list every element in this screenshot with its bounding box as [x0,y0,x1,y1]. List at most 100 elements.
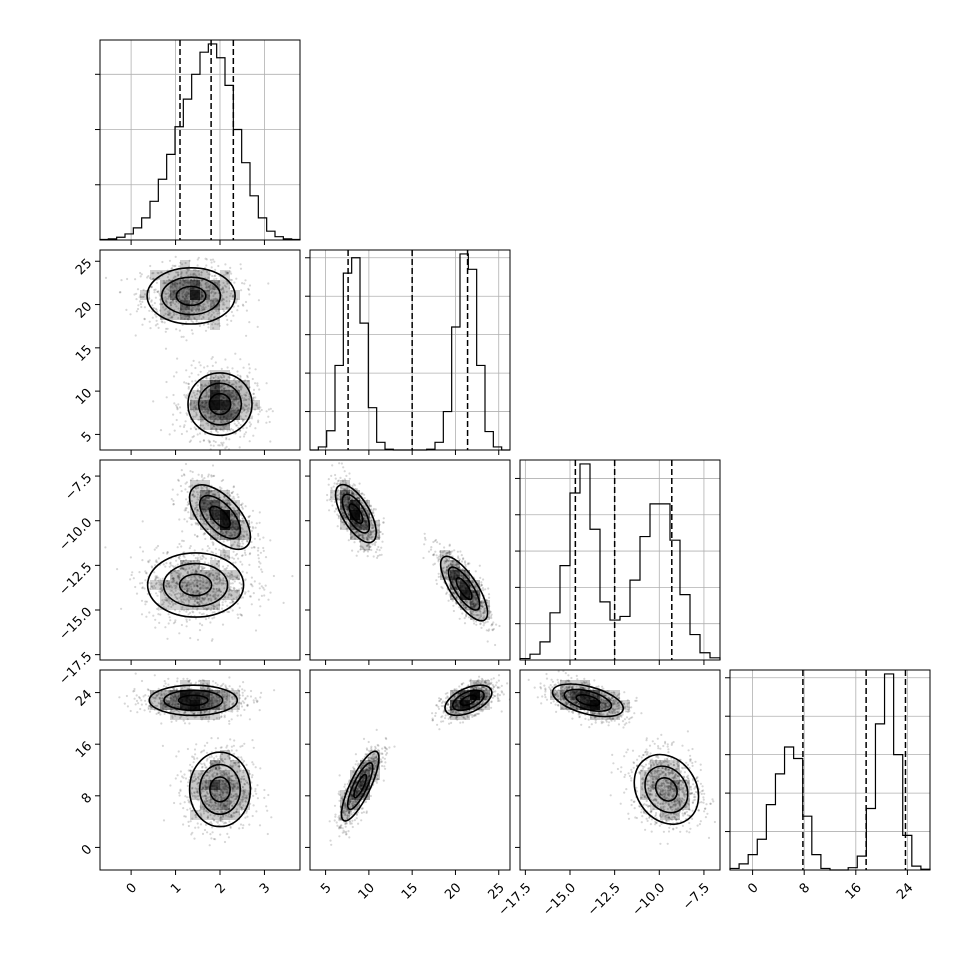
sample-point [195,413,198,416]
sample-point [223,549,226,552]
sample-point [173,402,176,405]
sample-point [163,290,166,293]
sample-point [335,483,338,486]
contour-line [208,392,232,416]
sample-point [215,587,218,591]
sample-point [211,522,214,525]
sample-point [200,599,203,602]
sample-point [265,421,268,424]
sample-point [148,559,151,562]
sample-point [328,498,331,501]
sample-point [215,298,218,301]
sample-point [196,601,199,605]
sample-point [223,375,226,378]
sample-point [176,592,179,595]
sample-point [232,597,235,601]
sample-point [168,287,171,290]
sample-point [193,400,196,403]
sample-point [194,408,197,411]
histogram-panel [95,39,301,245]
sample-point [222,582,225,585]
sample-point [483,617,486,620]
sample-point [342,511,345,515]
sample-point [206,281,209,284]
sample-point [197,566,200,569]
sample-point [378,549,381,552]
sample-point [178,596,181,599]
sample-point [165,599,168,602]
sample-point [170,498,173,501]
sample-point [248,321,251,324]
sample-point [243,397,246,400]
sample-point [206,300,209,303]
sample-point [230,491,233,494]
sample-point [195,506,198,509]
sample-point [244,394,247,397]
sample-point [170,586,174,589]
sample-point [199,390,202,393]
sample-point [351,490,354,494]
sample-point [241,420,244,423]
sample-point [187,576,190,579]
sample-point [152,277,155,280]
sample-point [216,298,219,301]
sample-point [206,365,209,368]
sample-point [344,479,347,482]
sample-point [222,310,226,313]
sample-point [201,567,204,570]
sample-point [445,560,448,563]
sample-point [156,323,159,326]
sample-point [175,586,178,589]
sample-point [463,617,466,620]
sample-point [247,410,250,413]
sample-point [222,598,225,601]
sample-point [486,640,489,643]
sample-point [365,544,368,548]
sample-point [221,530,224,533]
sample-point [190,585,193,588]
sample-point [377,536,380,540]
sample-point [200,317,203,321]
sample-point [345,474,348,477]
sample-point [374,543,377,547]
sample-point [157,290,160,293]
sample-point [368,548,371,551]
sample-point [250,546,253,549]
sample-point [356,497,359,500]
sample-point [196,264,199,267]
sample-point [237,545,240,548]
sample-point [221,287,224,290]
sample-point [340,521,344,524]
sample-point [222,388,226,391]
sample-point [256,404,259,407]
sample-point [350,497,354,500]
sample-point [207,489,211,492]
sample-point [219,531,222,534]
sample-point [203,427,206,430]
sample-point [359,548,362,551]
sample-point [244,578,247,581]
sample-point [199,587,202,590]
sample-point [224,358,227,361]
sample-point [205,491,208,494]
sample-point [186,317,189,321]
sample-point [167,582,170,585]
sample-point [228,376,231,379]
sample-point [206,549,209,552]
sample-point [148,587,151,591]
sample-point [181,561,184,565]
sample-point [236,602,239,605]
sample-point [141,520,144,523]
density-cell [240,390,250,400]
sample-point [444,575,447,578]
sample-point [198,597,201,600]
density-cell [200,380,210,390]
density-cell [230,570,240,580]
sample-point [173,275,176,278]
sample-point [343,516,346,519]
sample-point [359,533,362,536]
sample-point [193,410,196,413]
sample-point [213,303,216,306]
sample-point [226,610,229,614]
sample-point [222,540,225,543]
